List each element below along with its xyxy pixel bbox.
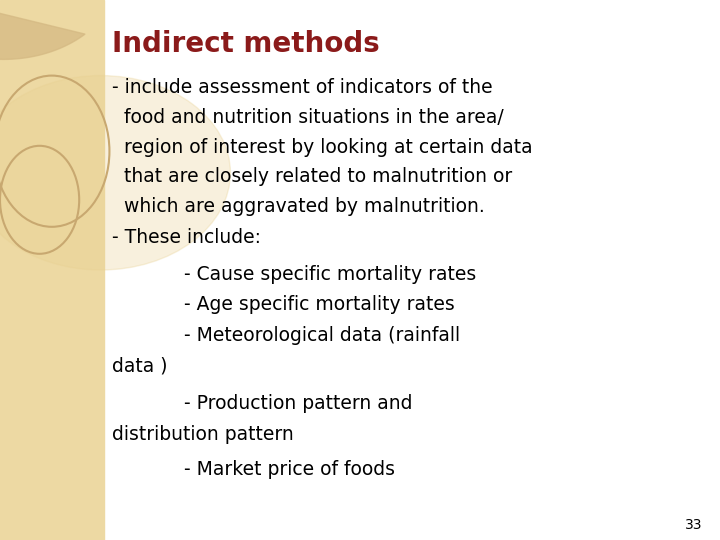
Text: Indirect methods: Indirect methods (112, 30, 379, 58)
Text: - Cause specific mortality rates: - Cause specific mortality rates (112, 265, 476, 284)
Text: - include assessment of indicators of the: - include assessment of indicators of th… (112, 78, 492, 97)
Circle shape (0, 76, 230, 270)
Text: - Meteorological data (rainfall: - Meteorological data (rainfall (112, 326, 460, 345)
Text: data ): data ) (112, 357, 167, 376)
Text: which are aggravated by malnutrition.: which are aggravated by malnutrition. (112, 197, 485, 216)
Text: - Market price of foods: - Market price of foods (112, 460, 395, 479)
Text: food and nutrition situations in the area/: food and nutrition situations in the are… (112, 108, 503, 127)
Text: - These include:: - These include: (112, 228, 261, 247)
Polygon shape (0, 0, 85, 59)
Text: distribution pattern: distribution pattern (112, 425, 293, 444)
Text: - Production pattern and: - Production pattern and (112, 394, 412, 413)
Text: 33: 33 (685, 518, 702, 532)
Bar (0, 0, 104, 540)
Text: region of interest by looking at certain data: region of interest by looking at certain… (112, 138, 532, 157)
Text: - Age specific mortality rates: - Age specific mortality rates (112, 295, 454, 314)
Text: that are closely related to malnutrition or: that are closely related to malnutrition… (112, 167, 512, 186)
